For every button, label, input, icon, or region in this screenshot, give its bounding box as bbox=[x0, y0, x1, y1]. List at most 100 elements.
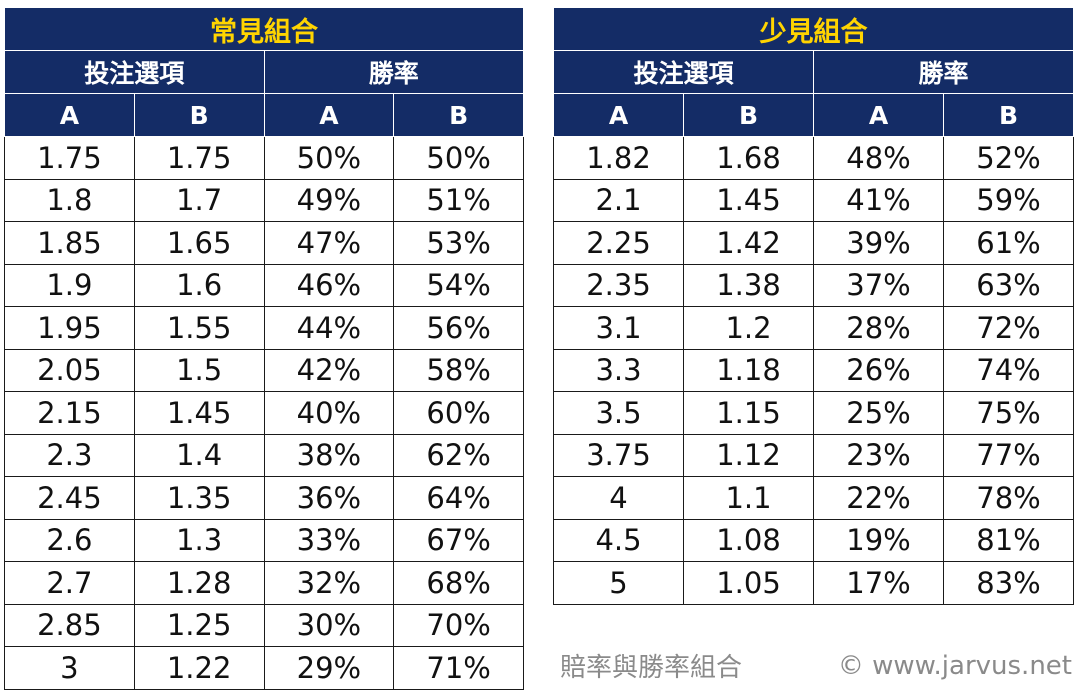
table-cell: 1.85 bbox=[4, 221, 135, 265]
table-cell: 29% bbox=[263, 646, 395, 690]
table-cell: 28% bbox=[813, 306, 944, 350]
table-cell: 3 bbox=[4, 646, 135, 690]
table-cell: 60% bbox=[393, 391, 524, 435]
table-row: 3 1.22 29% 71% bbox=[4, 646, 524, 690]
table-cell: 70% bbox=[393, 603, 524, 647]
table-row: 2.3 1.4 38% 62% bbox=[4, 433, 524, 477]
table-cell: 3.75 bbox=[553, 433, 684, 477]
group-header-win-rate: 勝率 bbox=[263, 50, 524, 94]
column-header: B bbox=[393, 93, 524, 137]
table-cell: 56% bbox=[393, 306, 524, 350]
table-cell: 1.68 bbox=[683, 136, 814, 180]
table-cell: 30% bbox=[263, 603, 395, 647]
table-cell: 32% bbox=[263, 561, 395, 605]
table-cell: 42% bbox=[263, 348, 395, 392]
table-cell: 52% bbox=[943, 136, 1074, 180]
table-cell: 1.25 bbox=[133, 603, 265, 647]
table-cell: 64% bbox=[393, 476, 524, 520]
column-header: A bbox=[813, 93, 944, 137]
table-cell: 37% bbox=[813, 263, 944, 307]
table-cell: 3.3 bbox=[553, 348, 684, 392]
table-cell: 1.45 bbox=[683, 178, 814, 222]
table-cell: 1.15 bbox=[683, 391, 814, 435]
column-header: A bbox=[4, 93, 135, 137]
table-row: 2.1 1.45 41% 59% bbox=[553, 178, 1074, 222]
table-cell: 5 bbox=[553, 561, 684, 605]
table-cell: 81% bbox=[943, 518, 1074, 562]
table-cell: 1.65 bbox=[133, 221, 265, 265]
table-cell: 1.7 bbox=[133, 178, 265, 222]
table-cell: 2.05 bbox=[4, 348, 135, 392]
table-row: 1.8 1.7 49% 51% bbox=[4, 178, 524, 222]
table-cell: 23% bbox=[813, 433, 944, 477]
table-row: 3.5 1.15 25% 75% bbox=[553, 391, 1074, 435]
table-row: 2.85 1.25 30% 70% bbox=[4, 603, 524, 647]
table-cell: 49% bbox=[263, 178, 395, 222]
table-cell: 1.18 bbox=[683, 348, 814, 392]
table-row: 4.5 1.08 19% 81% bbox=[553, 518, 1074, 562]
table-cell: 2.35 bbox=[553, 263, 684, 307]
group-header-betting-options: 投注選項 bbox=[4, 50, 265, 94]
table-cell: 2.3 bbox=[4, 433, 135, 477]
table-title: 少見組合 bbox=[553, 7, 1074, 51]
table-row: 2.45 1.35 36% 64% bbox=[4, 476, 524, 520]
table-cell: 50% bbox=[393, 136, 524, 180]
table-cell: 50% bbox=[263, 136, 395, 180]
table-cell: 41% bbox=[813, 178, 944, 222]
table-cell: 4 bbox=[553, 476, 684, 520]
common-combinations-table: 常見組合 投注選項 勝率 A B A B 1.75 1.75 50% 50% 1.8 1.… bbox=[4, 7, 524, 690]
table-cell: 61% bbox=[943, 221, 1074, 265]
table-cell: 68% bbox=[393, 561, 524, 605]
table-row: 1.85 1.65 47% 53% bbox=[4, 221, 524, 265]
table-cell: 1.8 bbox=[4, 178, 135, 222]
footer-caption: 賠率與勝率組合 bbox=[560, 653, 743, 683]
footer-copyright: © www.jarvus.net bbox=[837, 651, 1072, 681]
table-cell: 2.25 bbox=[553, 221, 684, 265]
table-cell: 36% bbox=[263, 476, 395, 520]
rare-combinations-table: 少見組合 投注選項 勝率 A B A B 1.82 1.68 48% 52% 2.1 1.… bbox=[553, 7, 1074, 605]
table-cell: 3.5 bbox=[553, 391, 684, 435]
table-cell: 2.85 bbox=[4, 603, 135, 647]
table-cell: 1.75 bbox=[4, 136, 135, 180]
table-row: 3.3 1.18 26% 74% bbox=[553, 348, 1074, 392]
table-cell: 1.75 bbox=[133, 136, 265, 180]
table-row: 1.9 1.6 46% 54% bbox=[4, 263, 524, 307]
table-row: 1.75 1.75 50% 50% bbox=[4, 136, 524, 180]
table-cell: 1.55 bbox=[133, 306, 265, 350]
table-cell: 1.12 bbox=[683, 433, 814, 477]
table-cell: 74% bbox=[943, 348, 1074, 392]
table-cell: 2.15 bbox=[4, 391, 135, 435]
table-row: 2.05 1.5 42% 58% bbox=[4, 348, 524, 392]
table-cell: 1.9 bbox=[4, 263, 135, 307]
table-cell: 40% bbox=[263, 391, 395, 435]
table-cell: 54% bbox=[393, 263, 524, 307]
table-cell: 1.3 bbox=[133, 518, 265, 562]
table-cell: 4.5 bbox=[553, 518, 684, 562]
group-header-betting-options: 投注選項 bbox=[553, 50, 814, 94]
table-cell: 1.35 bbox=[133, 476, 265, 520]
table-cell: 1.95 bbox=[4, 306, 135, 350]
table-row: 5 1.05 17% 83% bbox=[553, 561, 1074, 605]
table-cell: 62% bbox=[393, 433, 524, 477]
column-header: B bbox=[943, 93, 1074, 137]
table-cell: 39% bbox=[813, 221, 944, 265]
table-cell: 2.1 bbox=[553, 178, 684, 222]
table-cell: 2.45 bbox=[4, 476, 135, 520]
table-cell: 38% bbox=[263, 433, 395, 477]
table-cell: 1.38 bbox=[683, 263, 814, 307]
table-cell: 47% bbox=[263, 221, 395, 265]
table-cell: 1.08 bbox=[683, 518, 814, 562]
table-cell: 1.05 bbox=[683, 561, 814, 605]
table-cell: 1.1 bbox=[683, 476, 814, 520]
table-cell: 17% bbox=[813, 561, 944, 605]
table-cell: 1.5 bbox=[133, 348, 265, 392]
table-cell: 48% bbox=[813, 136, 944, 180]
table-cell: 2.6 bbox=[4, 518, 135, 562]
table-row: 2.6 1.3 33% 67% bbox=[4, 518, 524, 562]
table-cell: 1.42 bbox=[683, 221, 814, 265]
column-header: B bbox=[133, 93, 265, 137]
table-cell: 63% bbox=[943, 263, 1074, 307]
table-row: 4 1.1 22% 78% bbox=[553, 476, 1074, 520]
table-cell: 25% bbox=[813, 391, 944, 435]
table-cell: 46% bbox=[263, 263, 395, 307]
